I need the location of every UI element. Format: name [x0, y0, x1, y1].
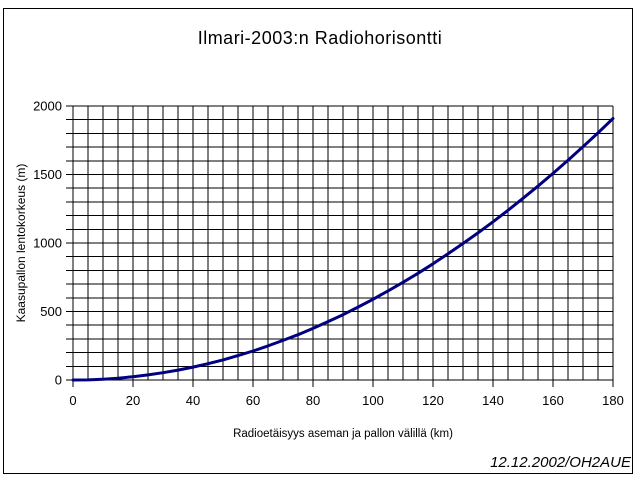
x-tick-label: 120	[422, 393, 444, 408]
y-tick-label: 1000	[33, 236, 62, 251]
y-tick-label: 1500	[33, 167, 62, 182]
x-axis-title: Radioetäisyys aseman ja pallon välillä (…	[233, 428, 453, 440]
x-tick-label: 180	[602, 393, 624, 408]
x-tick-label: 140	[482, 393, 504, 408]
x-tick-label: 160	[542, 393, 564, 408]
x-tick-label: 60	[246, 393, 260, 408]
y-axis-title: Kaasupallon lentokorkeus (m)	[14, 163, 28, 323]
y-tick-label: 0	[55, 373, 62, 388]
radio-horizon-curve	[71, 117, 615, 382]
credit-text: 12.12.2002/OH2AUE	[490, 454, 631, 471]
x-tick-label: 40	[186, 393, 200, 408]
chart-title: Ilmari-2003:n Radiohorisontti	[197, 28, 443, 48]
x-tick-label: 100	[362, 393, 384, 408]
page-border	[3, 8, 633, 474]
x-tick-label: 0	[69, 393, 76, 408]
y-tick-label: 2000	[33, 99, 62, 114]
x-tick-label: 20	[126, 393, 140, 408]
x-tick-label: 80	[306, 393, 320, 408]
y-tick-label: 500	[40, 304, 62, 319]
